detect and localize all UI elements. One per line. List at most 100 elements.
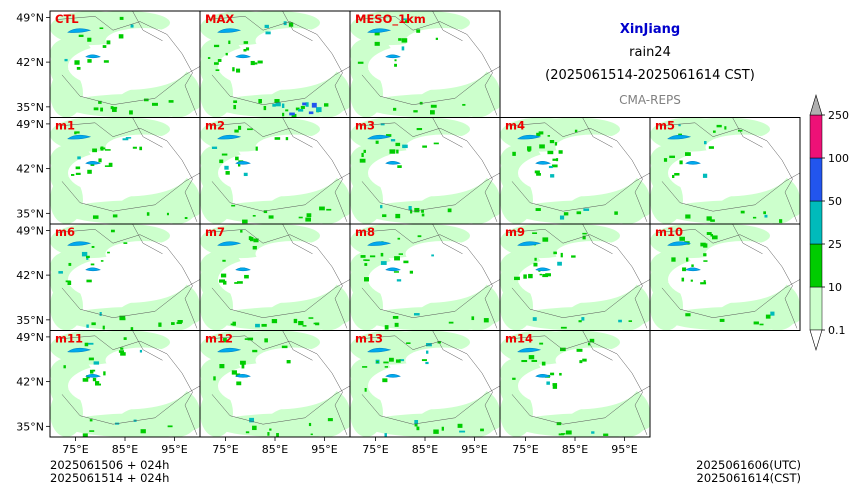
rain-cell [690,279,693,282]
boundaries [507,224,650,329]
rain-cell [401,18,407,21]
x-tick-label: 75°E [362,443,388,456]
colorbar-tick-label: 10 [828,281,842,294]
rain-light-patch [267,85,350,118]
rain-cell [672,174,675,179]
rain-cell [74,131,80,134]
boundaries [57,117,200,222]
rain-cell [533,262,538,267]
panel-m13 [350,330,500,437]
border-line [207,229,333,267]
border-line [57,335,183,374]
rain-light-patch [50,370,68,403]
rain-light-area [200,330,350,437]
rain-cell [87,342,94,345]
rain-cell [236,381,242,386]
rain-cell [737,129,743,132]
rain-cell [119,315,126,320]
rain-cell [681,277,685,282]
rain-cell [514,276,520,281]
rain-cell [554,142,558,146]
rain-heavy-cells [512,338,609,437]
rain-cell [563,212,569,216]
border-line [207,16,333,54]
border-line [357,122,483,161]
rain-cell [402,144,408,149]
panel-label: m1 [55,119,75,133]
border-line [507,229,633,267]
rain-cell [414,420,419,425]
rain-cell [764,214,768,218]
dry-basin [255,347,331,374]
rain-cell [302,102,307,106]
border-line [211,66,350,105]
rain-cell [679,236,685,241]
rain-cell [550,174,555,178]
rain-cell [679,160,683,165]
rain-cell [363,259,367,261]
rain-cell [536,132,541,137]
y-tick-label: 42°N [16,376,44,389]
rain-cell [512,377,516,380]
rain-cell [102,325,105,330]
rain-cell [67,280,72,285]
rain-cell [82,433,88,437]
rain-cell [64,58,68,62]
panel-m4 [500,117,650,224]
rain-cell [556,422,562,426]
valid-time-block: 2025061606(UTC) 2025061614(CST) [696,459,801,485]
rain-cell [556,158,559,162]
rain-cell [166,212,169,216]
lake [85,374,101,378]
rain-cell [385,134,392,137]
dry-basin [368,149,488,197]
rain-cell [98,383,101,386]
rain-cell [247,128,253,131]
rain-cell [240,229,243,233]
x-tick-label: 95°E [311,443,337,456]
x-tick-label: 85°E [562,443,588,456]
rain-cell [75,172,81,175]
rain-cell [151,102,158,106]
rain-cell [678,124,681,127]
rain-cell [480,428,484,432]
panel-m8 [350,224,500,331]
panel-m10 [650,224,800,331]
border-line [432,224,463,255]
rain-cell [398,38,402,41]
rain-cell [308,111,314,115]
rain-cell [98,100,102,104]
border-line [657,122,783,161]
x-tick-label: 85°E [112,443,138,456]
border-line [132,11,163,42]
rain-cell [231,370,237,375]
rain-cell [558,433,564,436]
panel-ctl [50,11,200,118]
rain-cell [417,235,422,238]
x-tick-label: 95°E [461,443,487,456]
rain-heavy-cells [362,341,484,437]
rain-cell [295,107,300,111]
rain-cell [300,105,305,109]
rain-cell [245,47,250,51]
rain-cell [276,433,279,437]
rain-cell [394,256,400,261]
rain-light-patch [117,85,200,118]
rain-cell [396,279,402,282]
lake [367,134,392,140]
y-tick-label: 49°N [16,118,44,131]
rain-cell [99,27,104,30]
rain-cell [263,210,268,214]
lake [217,241,242,246]
rain-cell [213,44,220,48]
dry-basin [668,255,788,303]
dry-basin [368,42,488,90]
border-line [361,279,500,318]
rain-cell [86,279,92,283]
rain-light-patch [650,264,668,297]
lake [235,54,251,59]
rain-cell [82,378,89,382]
rain-cell [252,245,257,250]
rain-cell [211,146,218,149]
rain-cell [397,237,401,240]
